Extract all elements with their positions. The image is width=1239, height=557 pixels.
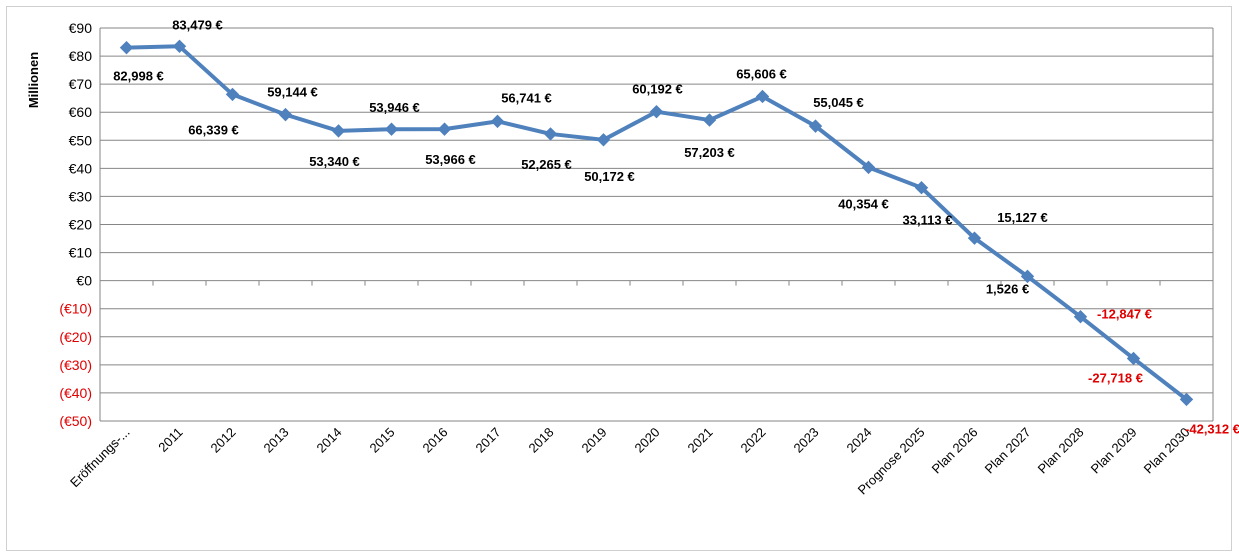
data-label: 15,127 € [997, 210, 1048, 225]
data-label: -12,847 € [1097, 307, 1152, 322]
data-point [1073, 309, 1088, 324]
y-tick-label: €40 [69, 160, 93, 176]
data-label: 40,354 € [838, 196, 889, 211]
data-point [172, 39, 187, 54]
x-tick-label: 2012 [208, 425, 239, 456]
y-axis-title: Millionen [26, 52, 41, 108]
x-tick-label: 2021 [685, 425, 716, 456]
data-labels: 82,998 € 83,479 € 66,339 € 59,144 € 53,340 €… [113, 17, 1239, 436]
y-tick-label: (€20) [59, 329, 92, 345]
data-label: -42,312 € [1185, 421, 1239, 436]
data-label: 33,113 € [903, 213, 953, 228]
data-point [861, 160, 876, 175]
data-point [1020, 269, 1035, 284]
x-tick-label: Plan 2026 [929, 425, 981, 477]
y-tick-label: (€10) [59, 301, 92, 317]
x-tick-label: 2024 [844, 425, 875, 456]
y-tick-label: €70 [69, 76, 93, 92]
y-tick-label: (€50) [59, 413, 92, 429]
y-tick-label: €30 [69, 188, 93, 204]
x-tick-label: 2014 [314, 425, 345, 456]
data-point [808, 119, 823, 133]
x-tick-label: 2013 [261, 425, 292, 456]
gridlines [100, 27, 1213, 422]
data-markers [119, 39, 1194, 407]
x-tick-labels: Eröffnungs-... 2011 2012 2013 2014 2015 2016 20… [67, 425, 1193, 498]
y-tick-labels: €90 €80 €70 €60 €50 €40 €30 €20 €10 €0 (€10) (€20) (… [59, 20, 92, 429]
data-point [702, 113, 717, 127]
data-label: 59,144 € [267, 85, 318, 100]
axes [99, 28, 1214, 421]
data-point [331, 124, 346, 138]
x-tick-label: 2011 [155, 425, 185, 455]
data-point [649, 104, 664, 119]
x-tick-label: Plan 2028 [1035, 425, 1087, 477]
y-tick-label: (€40) [59, 385, 92, 401]
data-label: 66,339 € [188, 122, 239, 137]
data-label: 57,203 € [684, 145, 735, 160]
x-tick-label: 2020 [632, 425, 663, 456]
x-tick-label: 2018 [526, 425, 557, 456]
y-tick-label: €60 [69, 104, 93, 120]
data-label: 82,998 € [113, 69, 164, 84]
y-tick-label: (€30) [59, 357, 92, 373]
data-label: 53,966 € [425, 152, 476, 167]
x-tick-label: 2022 [738, 425, 769, 456]
data-point [1179, 392, 1194, 407]
data-point [755, 89, 770, 104]
data-label: 53,946 € [369, 100, 420, 115]
data-label: 52,265 € [521, 157, 572, 172]
data-label: 83,479 € [172, 17, 223, 32]
data-label: 60,192 € [632, 82, 683, 97]
x-tick-label: Eröffnungs-... [67, 425, 133, 491]
x-tick-label: 2017 [473, 425, 504, 456]
y-tick-label: €80 [69, 48, 93, 64]
x-tick-label: Plan 2029 [1088, 425, 1140, 477]
y-tick-label: €90 [69, 20, 93, 36]
x-tick-label: Plan 2027 [982, 425, 1034, 477]
data-label: 55,045 € [813, 95, 864, 110]
data-point [384, 122, 399, 136]
data-label: 50,172 € [584, 169, 635, 184]
data-point [914, 180, 929, 195]
data-label: 65,606 € [736, 66, 787, 81]
data-point [225, 87, 240, 102]
data-point [119, 40, 134, 55]
data-point [278, 107, 293, 122]
data-point [1126, 351, 1141, 366]
data-point [967, 231, 982, 245]
x-tick-label: 2016 [420, 425, 451, 456]
y-tick-label: €10 [69, 245, 93, 261]
x-tick-label: 2019 [579, 425, 610, 456]
data-point [490, 114, 505, 129]
x-tick-label: 2015 [367, 425, 398, 456]
data-label: 1,526 € [986, 281, 1029, 296]
data-point [543, 127, 558, 141]
y-tick-label: €20 [69, 217, 93, 233]
data-label: 56,741 € [501, 90, 552, 105]
y-tick-label: €0 [76, 273, 92, 289]
y-tick-label: €50 [69, 132, 93, 148]
data-point [596, 133, 611, 147]
x-tick-label: 2023 [791, 425, 822, 456]
data-label: -27,718 € [1088, 370, 1143, 385]
data-point [437, 122, 452, 136]
data-label: 53,340 € [309, 154, 360, 169]
